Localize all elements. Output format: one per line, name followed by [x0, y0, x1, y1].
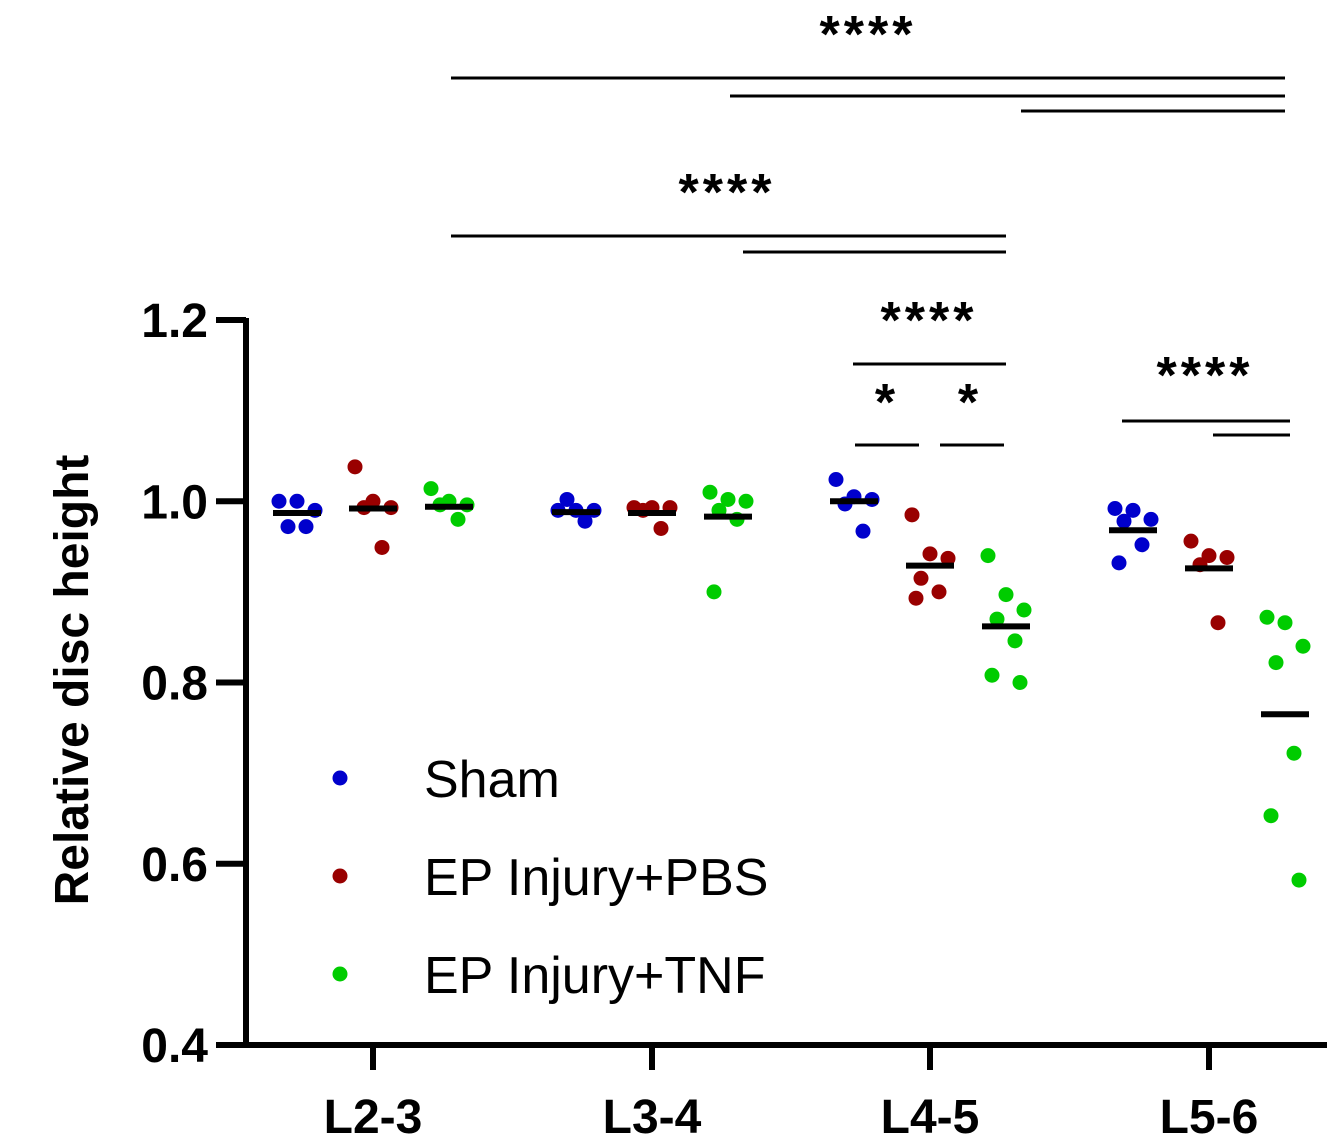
- data-point: [271, 493, 287, 509]
- data-point: [1016, 602, 1032, 618]
- y-tick-label: 0.6: [141, 839, 208, 892]
- data-point: [1116, 513, 1132, 529]
- mean-bars: [273, 498, 1309, 718]
- legend-marker: [332, 868, 348, 884]
- data-point: [450, 511, 466, 527]
- data-point: [1268, 655, 1284, 671]
- significance-label: *: [875, 374, 899, 432]
- significance-label: ****: [679, 164, 776, 222]
- data-point: [1134, 537, 1150, 553]
- y-tick-label: 1.2: [141, 295, 208, 348]
- significance-label: *: [958, 374, 982, 432]
- data-point: [1125, 502, 1141, 518]
- data-point: [1111, 555, 1127, 571]
- data-point: [998, 587, 1014, 603]
- axes: 0.4 0.6 0.8 1.0 1.2 L2-3 L3-4 L4-5 L5-6: [141, 295, 1327, 1144]
- data-point: [1295, 638, 1311, 654]
- data-point: [855, 523, 871, 539]
- data-point: [980, 548, 996, 564]
- y-axis-label: Relative disc height: [46, 455, 99, 906]
- data-point: [1263, 808, 1279, 824]
- y-tick-label: 0.8: [141, 658, 208, 711]
- x-tick-label: L2-3: [324, 1091, 423, 1144]
- data-point: [559, 491, 575, 507]
- data-point: [577, 513, 593, 529]
- data-point: [931, 584, 947, 600]
- x-tick-label: L4-5: [881, 1091, 980, 1144]
- x-tick-label: L5-6: [1160, 1091, 1259, 1144]
- data-point: [908, 590, 924, 606]
- data-point: [1183, 533, 1199, 549]
- legend-marker: [332, 770, 348, 786]
- data-point: [913, 570, 929, 586]
- data-point: [706, 584, 722, 600]
- data-point: [347, 459, 363, 475]
- data-point: [653, 520, 669, 536]
- data-point: [922, 546, 938, 562]
- data-point: [989, 611, 1005, 627]
- significance-label: ****: [820, 6, 917, 64]
- data-point: [828, 472, 844, 487]
- y-tick-label: 1.0: [141, 476, 208, 529]
- significance-label: ****: [881, 292, 978, 350]
- data-point: [423, 481, 439, 497]
- data-point: [738, 493, 754, 509]
- data-point: [1286, 745, 1302, 761]
- legend-label: Sham: [424, 751, 560, 809]
- data-point: [1219, 549, 1235, 565]
- x-tick-label: L3-4: [603, 1091, 702, 1144]
- data-point: [904, 507, 920, 523]
- y-tick-label: 0.4: [141, 1020, 208, 1073]
- data-point: [1259, 609, 1275, 625]
- data-point: [1012, 675, 1028, 690]
- data-point: [280, 519, 296, 535]
- data-point: [984, 667, 1000, 683]
- data-point: [1143, 511, 1159, 527]
- data-point: [1291, 872, 1307, 888]
- data-point: [940, 550, 956, 566]
- data-point: [1210, 615, 1226, 631]
- legend-label: EP Injury+PBS: [424, 849, 768, 907]
- data-point: [298, 519, 314, 535]
- significance-label: ****: [1157, 347, 1254, 405]
- significance-annotations: ************* * ****: [451, 6, 1290, 447]
- legend-label: EP Injury+TNF: [424, 947, 765, 1005]
- data-point: [1277, 615, 1293, 631]
- data-point: [1107, 501, 1123, 516]
- legend-marker: [332, 966, 348, 982]
- data-point: [702, 484, 718, 500]
- legend: Sham EP Injury+PBS EP Injury+TNF: [332, 751, 768, 1005]
- data-points: [271, 459, 1311, 888]
- data-point: [1007, 633, 1023, 649]
- data-point: [289, 493, 305, 509]
- data-point: [374, 539, 390, 555]
- data-point: [720, 491, 736, 507]
